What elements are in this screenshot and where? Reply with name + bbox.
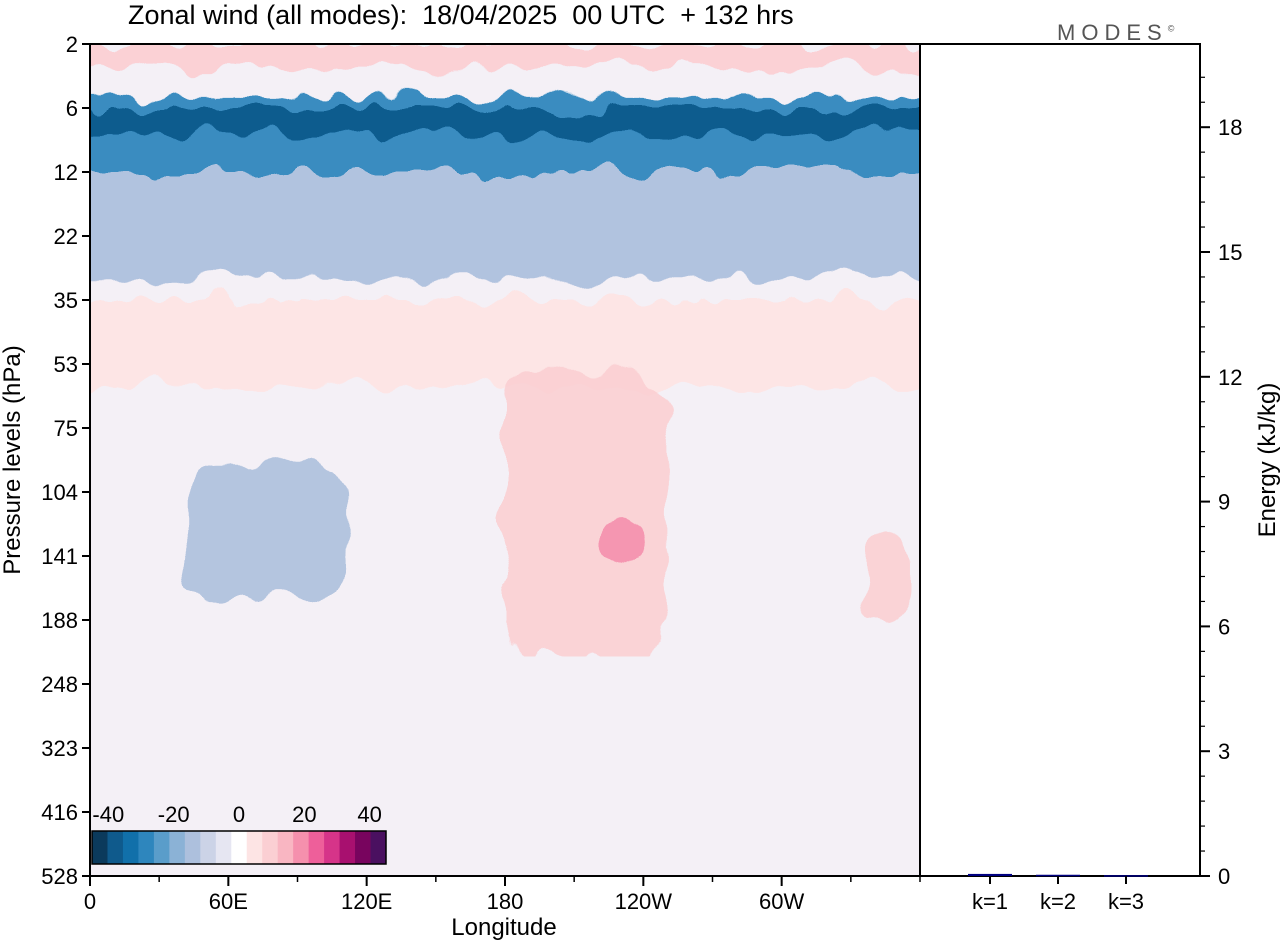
energy-tick-label: 3: [1218, 739, 1230, 764]
colorbar-swatch: [277, 831, 294, 864]
longitude-tick-label: 60E: [209, 889, 248, 914]
energy-category-label: k=2: [1040, 889, 1076, 914]
x-axis-label: Longitude: [451, 914, 556, 941]
logo-text: MODES: [1057, 20, 1168, 45]
colorbar-swatch: [339, 831, 356, 864]
pressure-tick-label: 53: [54, 352, 78, 377]
energy-category-label: k=3: [1108, 889, 1144, 914]
colorbar-swatch: [308, 831, 325, 864]
pressure-tick-label: 12: [54, 160, 78, 185]
colorbar-swatch: [122, 831, 139, 864]
energy-bar-k=1: [968, 873, 1012, 876]
copyright-mark: ©: [1167, 23, 1175, 34]
colorbar-swatch: [153, 831, 170, 864]
pressure-tick-label: 416: [41, 800, 78, 825]
longitude-tick-label: 60W: [759, 889, 804, 914]
colorbar-swatch: [215, 831, 232, 864]
heatmap-panel: 2 6 12 22 35 53 75 104 141 188 248 323 416 528 0 60E 12…: [0, 32, 921, 941]
colorbar-swatch: [293, 831, 310, 864]
pressure-tick-label: 104: [41, 480, 78, 505]
field-region-westerly-east: [862, 530, 909, 623]
colorbar-swatch: [169, 831, 186, 864]
colorbar-swatch: [200, 831, 217, 864]
heatmap-field: [90, 44, 920, 657]
colorbar-tick-label: -40: [92, 802, 124, 827]
pressure-tick-label: 6: [66, 96, 78, 121]
colorbar-tick-label: 20: [292, 802, 316, 827]
colorbar-tick-label: -20: [158, 802, 190, 827]
colorbar-tick-label: 40: [357, 802, 381, 827]
pressure-tick-label: 35: [54, 288, 78, 313]
field-region-westerly-core: [597, 522, 644, 563]
colorbar-swatch: [355, 831, 372, 864]
energy-tick-label: 6: [1218, 614, 1230, 639]
energy-axis: 0 3 6 9 12 15 18: [1200, 76, 1242, 889]
colorbar-swatch: [184, 831, 201, 864]
field-region-easterly-maximum: [182, 463, 344, 598]
energy-bars: k=1 k=2 k=3: [968, 873, 1148, 914]
longitude-tick-label: 0: [84, 889, 96, 914]
modes-logo: MODES©: [1057, 20, 1174, 46]
chart-title: Zonal wind (all modes): 18/04/2025 00 UT…: [128, 0, 794, 30]
longitude-tick-label: 120W: [615, 889, 673, 914]
energy-tick-label: 18: [1218, 115, 1242, 140]
field-region-upper-stratosphere: [90, 44, 920, 68]
y-axis-label: Pressure levels (hPa): [0, 345, 26, 574]
pressure-tick-label: 248: [41, 672, 78, 697]
pressure-tick-label: 141: [41, 544, 78, 569]
energy-category-label: k=1: [972, 889, 1008, 914]
longitude-tick-label: 180: [487, 889, 524, 914]
colorbar-swatch: [246, 831, 263, 864]
colorbar-swatch: [138, 831, 155, 864]
colorbar-swatch: [324, 831, 341, 864]
energy-bar-k=3: [1104, 875, 1148, 877]
field-region-stratospheric-jet-core: [90, 108, 920, 135]
energy-tick-label: 9: [1218, 490, 1230, 515]
energy-panel: 0 3 6 9 12 15 18 k=1 k=2 k=3 Energy (kJ/kg): [919, 43, 1280, 914]
pressure-tick-label: 188: [41, 608, 78, 633]
field-region-lower-stratosphere: [90, 172, 920, 279]
colorbar: -40 -20 0 20 40: [91, 802, 387, 865]
pressure-tick-label: 528: [41, 864, 78, 889]
longitude-axis: 0 60E 120E 180 120W 60W: [84, 876, 921, 914]
energy-tick-label: 0: [1218, 864, 1230, 889]
energy-bar-k=2: [1036, 874, 1080, 877]
colorbar-frame: [91, 830, 387, 865]
energy-frame: [919, 43, 1201, 877]
colorbar-swatch: [92, 831, 108, 864]
energy-axis-label: Energy (kJ/kg): [1254, 383, 1280, 538]
colorbar-swatch: [107, 831, 124, 864]
colorbar-swatch: [231, 831, 248, 864]
colorbar-swatch: [370, 831, 387, 864]
pressure-tick-label: 22: [54, 224, 78, 249]
pressure-axis: 2 6 12 22 35 53 75 104 141 188 248 323 416 528: [41, 32, 90, 889]
energy-tick-label: 15: [1218, 240, 1242, 265]
pressure-tick-label: 323: [41, 736, 78, 761]
pressure-tick-label: 75: [54, 416, 78, 441]
colorbar-tick-label: 0: [233, 802, 245, 827]
field-region-tropopause-layer: [90, 300, 920, 387]
colorbar-swatch: [262, 831, 279, 864]
energy-tick-label: 12: [1218, 365, 1242, 390]
pressure-tick-label: 2: [66, 32, 78, 57]
field-region-westerly-maximum: [505, 370, 667, 657]
longitude-tick-label: 120E: [341, 889, 392, 914]
